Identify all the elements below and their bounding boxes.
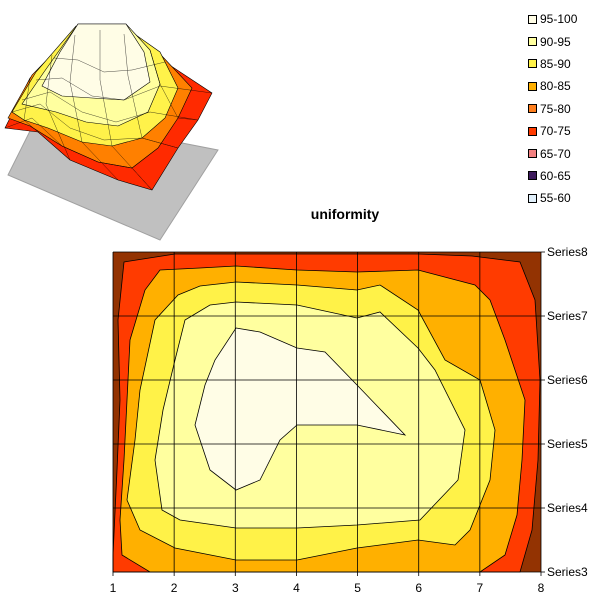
- y-tick-label: Series3: [547, 565, 588, 579]
- y-tick-label: Series7: [547, 309, 588, 323]
- x-tick-label: 2: [171, 581, 178, 595]
- legend-label: 95-100: [540, 12, 578, 27]
- surface-plot-3d: [4, 23, 219, 241]
- y-tick-label: Series5: [547, 437, 588, 451]
- y-tick-label: Series4: [547, 501, 588, 515]
- legend-item: 65-70: [528, 142, 598, 164]
- y-tick-label: Series8: [547, 245, 588, 259]
- contour-band-95-100: [194, 327, 407, 491]
- gridlines: [112, 251, 542, 573]
- x-tick-label: 4: [293, 581, 300, 595]
- y-tick-label: Series6: [547, 373, 588, 387]
- legend-swatch: [528, 171, 537, 181]
- legend-item: 60-65: [528, 165, 598, 187]
- x-tick-label: 1: [110, 581, 117, 595]
- legend-item: 55-60: [528, 187, 598, 209]
- legend-swatch: [528, 81, 537, 91]
- grid-x: [112, 252, 542, 576]
- legend-label: 60-65: [540, 168, 571, 183]
- legend-label: 65-70: [540, 146, 571, 161]
- legend-swatch: [528, 104, 537, 114]
- legend-swatch: [528, 14, 537, 24]
- legend-label: 90-95: [540, 34, 571, 49]
- legend-label: 55-60: [540, 191, 571, 206]
- x-tick-label: 6: [415, 581, 422, 595]
- legend-item: 75-80: [528, 98, 598, 120]
- x-tick-label: 5: [354, 581, 361, 595]
- x-tick-label: 8: [538, 581, 545, 595]
- grid-y: [113, 251, 545, 573]
- legend-swatch: [528, 149, 537, 159]
- chart-title: uniformity: [310, 206, 380, 222]
- legend-item: 70-75: [528, 120, 598, 142]
- legend-swatch: [528, 59, 537, 69]
- surface-band-peak: [41, 23, 151, 101]
- legend-item: 95-100: [528, 8, 598, 30]
- legend-item: 90-95: [528, 30, 598, 52]
- legend-label: 75-80: [540, 101, 571, 116]
- y-tick-labels: Series3 Series4 Series5 Series6 Series7 Serie…: [547, 245, 588, 579]
- chart-legend: 95-100 90-95 85-90 80-85 75-80 70-75 65-70 60-6…: [528, 8, 598, 210]
- legend-swatch: [528, 193, 537, 203]
- legend-label: 85-90: [540, 56, 571, 71]
- legend-item: 85-90: [528, 53, 598, 75]
- legend-label: 80-85: [540, 79, 571, 94]
- legend-item: 80-85: [528, 75, 598, 97]
- x-tick-label: 7: [477, 581, 484, 595]
- legend-label: 70-75: [540, 124, 571, 139]
- x-tick-labels: 1 2 3 4 5 6 7 8: [110, 581, 545, 595]
- x-tick-label: 3: [232, 581, 239, 595]
- legend-swatch: [528, 37, 537, 47]
- legend-swatch: [528, 126, 537, 136]
